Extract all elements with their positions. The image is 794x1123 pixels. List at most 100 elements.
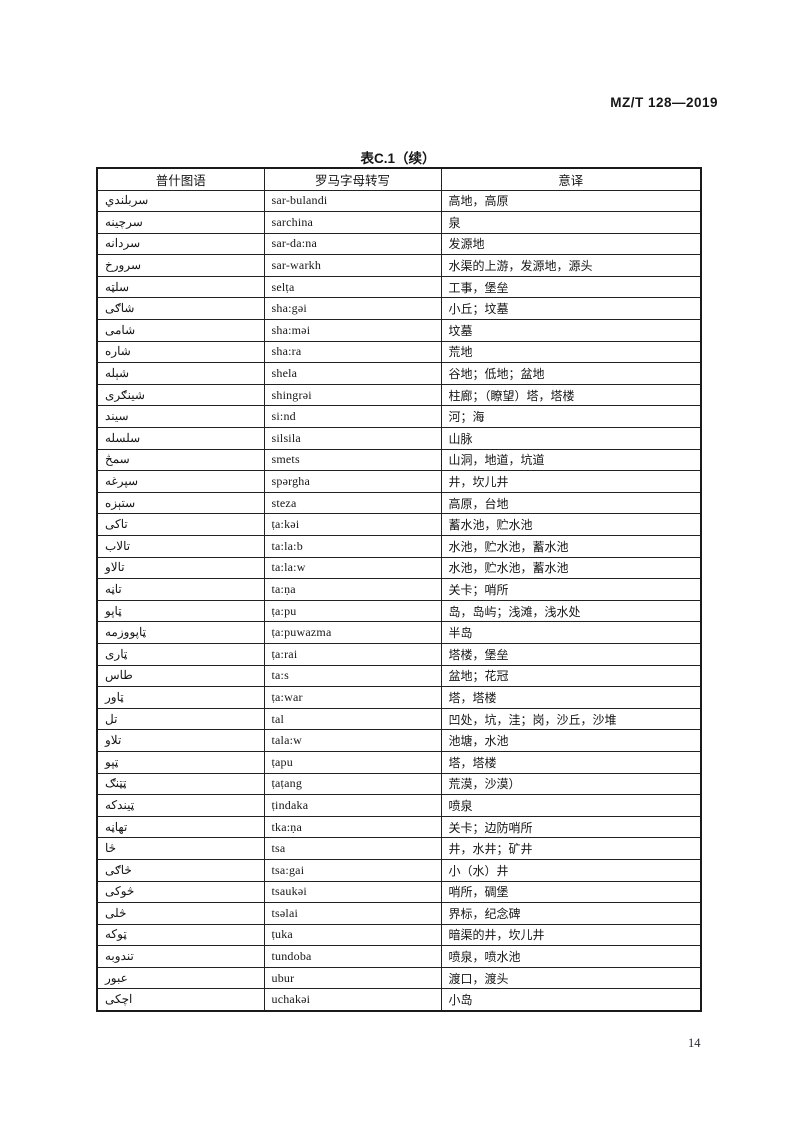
cell-meaning: 水池，贮水池，蓄水池 (440, 556, 702, 580)
cell-roman: ta:ṇa (263, 578, 442, 601)
cell-pashto: ټټنګ (96, 772, 265, 796)
cell-roman: sar-bulandi (263, 189, 442, 213)
cell-pashto: اچکی (96, 988, 265, 1012)
cell-pashto: ټاری (96, 642, 265, 666)
cell-roman: shingrəi (263, 383, 442, 407)
cell-pashto: شاره (96, 340, 265, 364)
table-row: سپرغه spərgha 井，坎儿井 (96, 470, 702, 493)
cell-pashto: سلسله (96, 427, 265, 450)
cell-meaning: 荒地 (440, 340, 702, 364)
cell-pashto: تهاڼه (96, 815, 265, 839)
table-row: تندوبه tundoba 喷泉，喷水池 (96, 945, 702, 968)
cell-roman: sha:ra (263, 340, 442, 364)
column-header-roman: 罗马字母转写 (263, 167, 442, 191)
cell-meaning: 坟墓 (440, 319, 702, 342)
cell-roman: selṭa (263, 275, 442, 299)
cell-meaning: 塔，塔楼 (440, 686, 702, 709)
cell-pashto: شامی (96, 319, 265, 342)
cell-roman: sar-da:na (263, 232, 442, 256)
cell-pashto: سرچينه (96, 211, 265, 234)
table-row: شېله shela 谷地；低地；盆地 (96, 362, 702, 385)
cell-roman: sarchina (263, 211, 442, 234)
cell-meaning: 水渠的上游，发源地，源头 (440, 254, 702, 277)
cell-pashto: شینګری (96, 383, 265, 407)
cell-pashto: سلټه (96, 275, 265, 299)
cell-pashto: تندوبه (96, 945, 265, 968)
cell-pashto: سرورخ (96, 254, 265, 277)
cell-roman: tala:w (263, 729, 442, 752)
cell-roman: tundoba (263, 945, 442, 968)
cell-meaning: 山洞，地道，坑道 (440, 448, 702, 472)
table-row: شاګی sha:gəi 小丘；坟墓 (96, 297, 702, 321)
cell-roman: ṭapu (263, 750, 442, 774)
cell-roman: sha:məi (263, 319, 442, 342)
cell-pashto: ستېزه (96, 491, 265, 515)
cell-meaning: 发源地 (440, 232, 702, 256)
cell-pashto: سردانه (96, 232, 265, 256)
table-row: تهاڼه tka:ṇa 关卡；边防哨所 (96, 815, 702, 839)
cell-meaning: 小（水）井 (440, 858, 702, 882)
cell-meaning: 水池，贮水池，蓄水池 (440, 535, 702, 558)
cell-roman: tsa (263, 837, 442, 860)
column-header-pashto: 普什图语 (96, 167, 265, 191)
cell-meaning: 界标，纪念碑 (440, 902, 702, 925)
cell-roman: ṭindaka (263, 794, 442, 817)
cell-pashto: ټاور (96, 686, 265, 709)
cell-pashto: طاس (96, 664, 265, 688)
cell-roman: uchakəi (263, 988, 442, 1012)
cell-meaning: 小岛 (440, 988, 702, 1012)
cell-pashto: عبور (96, 966, 265, 990)
table-body: سربلندي sar-bulandi 高地，高原 سرچينه sarchina 泉 سر… (96, 189, 702, 1012)
table-row: څلی tsəlai 界标，纪念碑 (96, 902, 702, 925)
cell-meaning: 工事，堡垒 (440, 275, 702, 299)
header-row: 普什图语 罗马字母转写 意译 (96, 167, 702, 191)
table-row: څا tsa 井，水井；矿井 (96, 837, 702, 860)
cell-roman: shela (263, 362, 442, 385)
cell-pashto: سیند (96, 405, 265, 429)
table-row: سربلندي sar-bulandi 高地，高原 (96, 189, 702, 213)
table-row: سرچينه sarchina 泉 (96, 211, 702, 234)
cell-roman: ubur (263, 966, 442, 990)
table-row: څوکی tsaukəi 哨所，碉堡 (96, 880, 702, 904)
cell-pashto: ټاپووزمه (96, 621, 265, 644)
cell-meaning: 井，坎儿井 (440, 470, 702, 493)
cell-roman: tka:ṇa (263, 815, 442, 839)
table-row: اچکی uchakəi 小岛 (96, 988, 702, 1012)
table-row: ټاپو ṭa:pu 岛，岛屿；浅滩，浅水处 (96, 599, 702, 623)
cell-roman: silsila (263, 427, 442, 450)
cell-pashto: سربلندي (96, 189, 265, 213)
table-row: ټټنګ ṭaṭang 荒漠，沙漠） (96, 772, 702, 796)
table-row: ټیندکه ṭindaka 喷泉 (96, 794, 702, 817)
cell-meaning: 河；海 (440, 405, 702, 429)
table-row: ټاپووزمه ṭa:puwazma 半岛 (96, 621, 702, 644)
cell-meaning: 关卡；哨所 (440, 578, 702, 601)
cell-pashto: ټیندکه (96, 794, 265, 817)
cell-meaning: 高原，台地 (440, 491, 702, 515)
cell-pashto: تالاو (96, 556, 265, 580)
cell-roman: smets (263, 448, 442, 472)
cell-meaning: 谷地；低地；盆地 (440, 362, 702, 385)
cell-meaning: 凹处，坑，洼；岗，沙丘，沙堆 (440, 707, 702, 731)
table-row: سمڅ smets 山洞，地道，坑道 (96, 448, 702, 472)
cell-meaning: 半岛 (440, 621, 702, 644)
table-row: تلاو tala:w 池塘，水池 (96, 729, 702, 752)
column-header-meaning: 意译 (440, 167, 702, 191)
table-row: شامی sha:məi 坟墓 (96, 319, 702, 342)
table-row: تالاو ta:la:w 水池，贮水池，蓄水池 (96, 556, 702, 580)
cell-roman: ṭa:pu (263, 599, 442, 623)
cell-roman: sar-warkh (263, 254, 442, 277)
cell-pashto: څاګی (96, 858, 265, 882)
table-row: تل tal 凹处，坑，洼；岗，沙丘，沙堆 (96, 707, 702, 731)
cell-meaning: 渡口，渡头 (440, 966, 702, 990)
cell-pashto: تاڼه (96, 578, 265, 601)
cell-meaning: 喷泉，喷水池 (440, 945, 702, 968)
table-row: سرورخ sar-warkh 水渠的上游，发源地，源头 (96, 254, 702, 277)
cell-meaning: 蓄水池，贮水池 (440, 513, 702, 536)
cell-roman: tsa:gai (263, 858, 442, 882)
table-row: طاس ta:s 盆地；花冠 (96, 664, 702, 688)
cell-meaning: 井，水井；矿井 (440, 837, 702, 860)
cell-meaning: 盆地；花冠 (440, 664, 702, 688)
table-row: سیند si:nd 河；海 (96, 405, 702, 429)
table-row: سلټه selṭa 工事，堡垒 (96, 275, 702, 299)
